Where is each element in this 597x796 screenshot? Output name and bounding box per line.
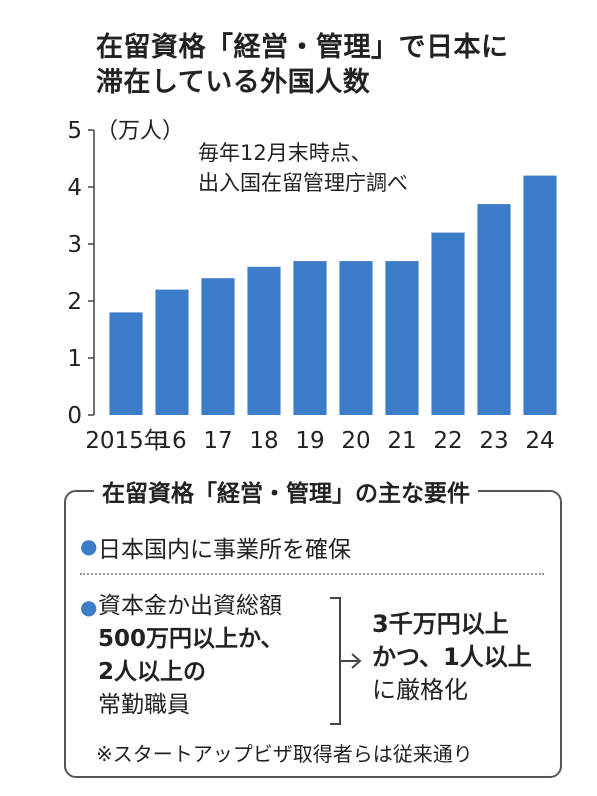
x-tick-label: 16 — [157, 428, 186, 454]
footnote: ※スタートアップビザ取得者らは従来通り — [96, 742, 473, 766]
y-tick-label: 1 — [67, 346, 82, 372]
x-tick-label: 21 — [387, 428, 416, 454]
y-tick-label: 2 — [67, 289, 82, 315]
bar — [339, 261, 373, 415]
requirements-title: 在留資格「経営・管理」の主な要件 — [94, 474, 478, 508]
x-tick-label: 24 — [525, 428, 554, 454]
requirement-item-2-line-3: 2人以上の — [98, 659, 207, 685]
requirement-item-2-line-4: 常勤職員 — [98, 692, 190, 718]
y-axis-unit: （万人） — [96, 119, 184, 144]
bar — [155, 289, 189, 415]
bracket-arrow-icon — [330, 597, 362, 725]
chart-title-line-1: 在留資格「経営・管理」で日本に — [96, 32, 509, 63]
x-tick-label: 2015年 — [85, 428, 167, 454]
x-tick-label: 20 — [341, 428, 370, 454]
bar — [293, 261, 327, 415]
source-note-line: 出入国在留管理庁調べ — [198, 171, 408, 195]
stricter-requirement: 3千万円以上 かつ、1人以上 に厳格化 — [372, 608, 532, 707]
requirement-item-2-line-2: 500万円以上か、 — [98, 626, 284, 652]
y-tick-label: 3 — [67, 232, 82, 258]
bullet-icon: ● — [80, 595, 98, 619]
bullet-icon: ● — [80, 534, 98, 558]
x-tick-label: 19 — [295, 428, 324, 454]
bar — [385, 261, 419, 415]
x-tick-label: 22 — [433, 428, 462, 454]
stricter-requirement-line-2: かつ、1人以上 — [372, 641, 532, 674]
stricter-requirement-line-3: に厳格化 — [372, 676, 468, 704]
stricter-requirement-line-1: 3千万円以上 — [372, 610, 509, 638]
chart-title-line-2: 滞在している外国人数 — [96, 67, 371, 98]
source-note-line: 毎年12月末時点、 — [198, 141, 372, 165]
y-tick-label: 5 — [67, 118, 82, 144]
divider — [80, 573, 544, 575]
x-tick-label: 17 — [203, 428, 232, 454]
y-tick-label: 0 — [67, 403, 82, 429]
y-tick-label: 4 — [67, 175, 82, 201]
stricter-requirement-line-2-text: かつ、1人以上 — [372, 643, 532, 671]
bar — [109, 312, 143, 415]
bar — [523, 175, 557, 415]
bar — [477, 204, 511, 415]
requirement-item-2-line-1: 資本金か出資総額 — [98, 593, 282, 619]
requirement-item-2: 資本金か出資総額 500万円以上か、 2人以上の 常勤職員 — [98, 590, 284, 722]
bar — [431, 232, 465, 415]
x-tick-label: 23 — [479, 428, 508, 454]
bar — [201, 278, 235, 415]
x-tick-label: 18 — [249, 428, 278, 454]
chart-title: 在留資格「経営・管理」で日本に 滞在している外国人数 — [96, 30, 576, 100]
bar — [247, 266, 281, 415]
requirement-item-1: 日本国内に事業所を確保 — [98, 537, 351, 563]
